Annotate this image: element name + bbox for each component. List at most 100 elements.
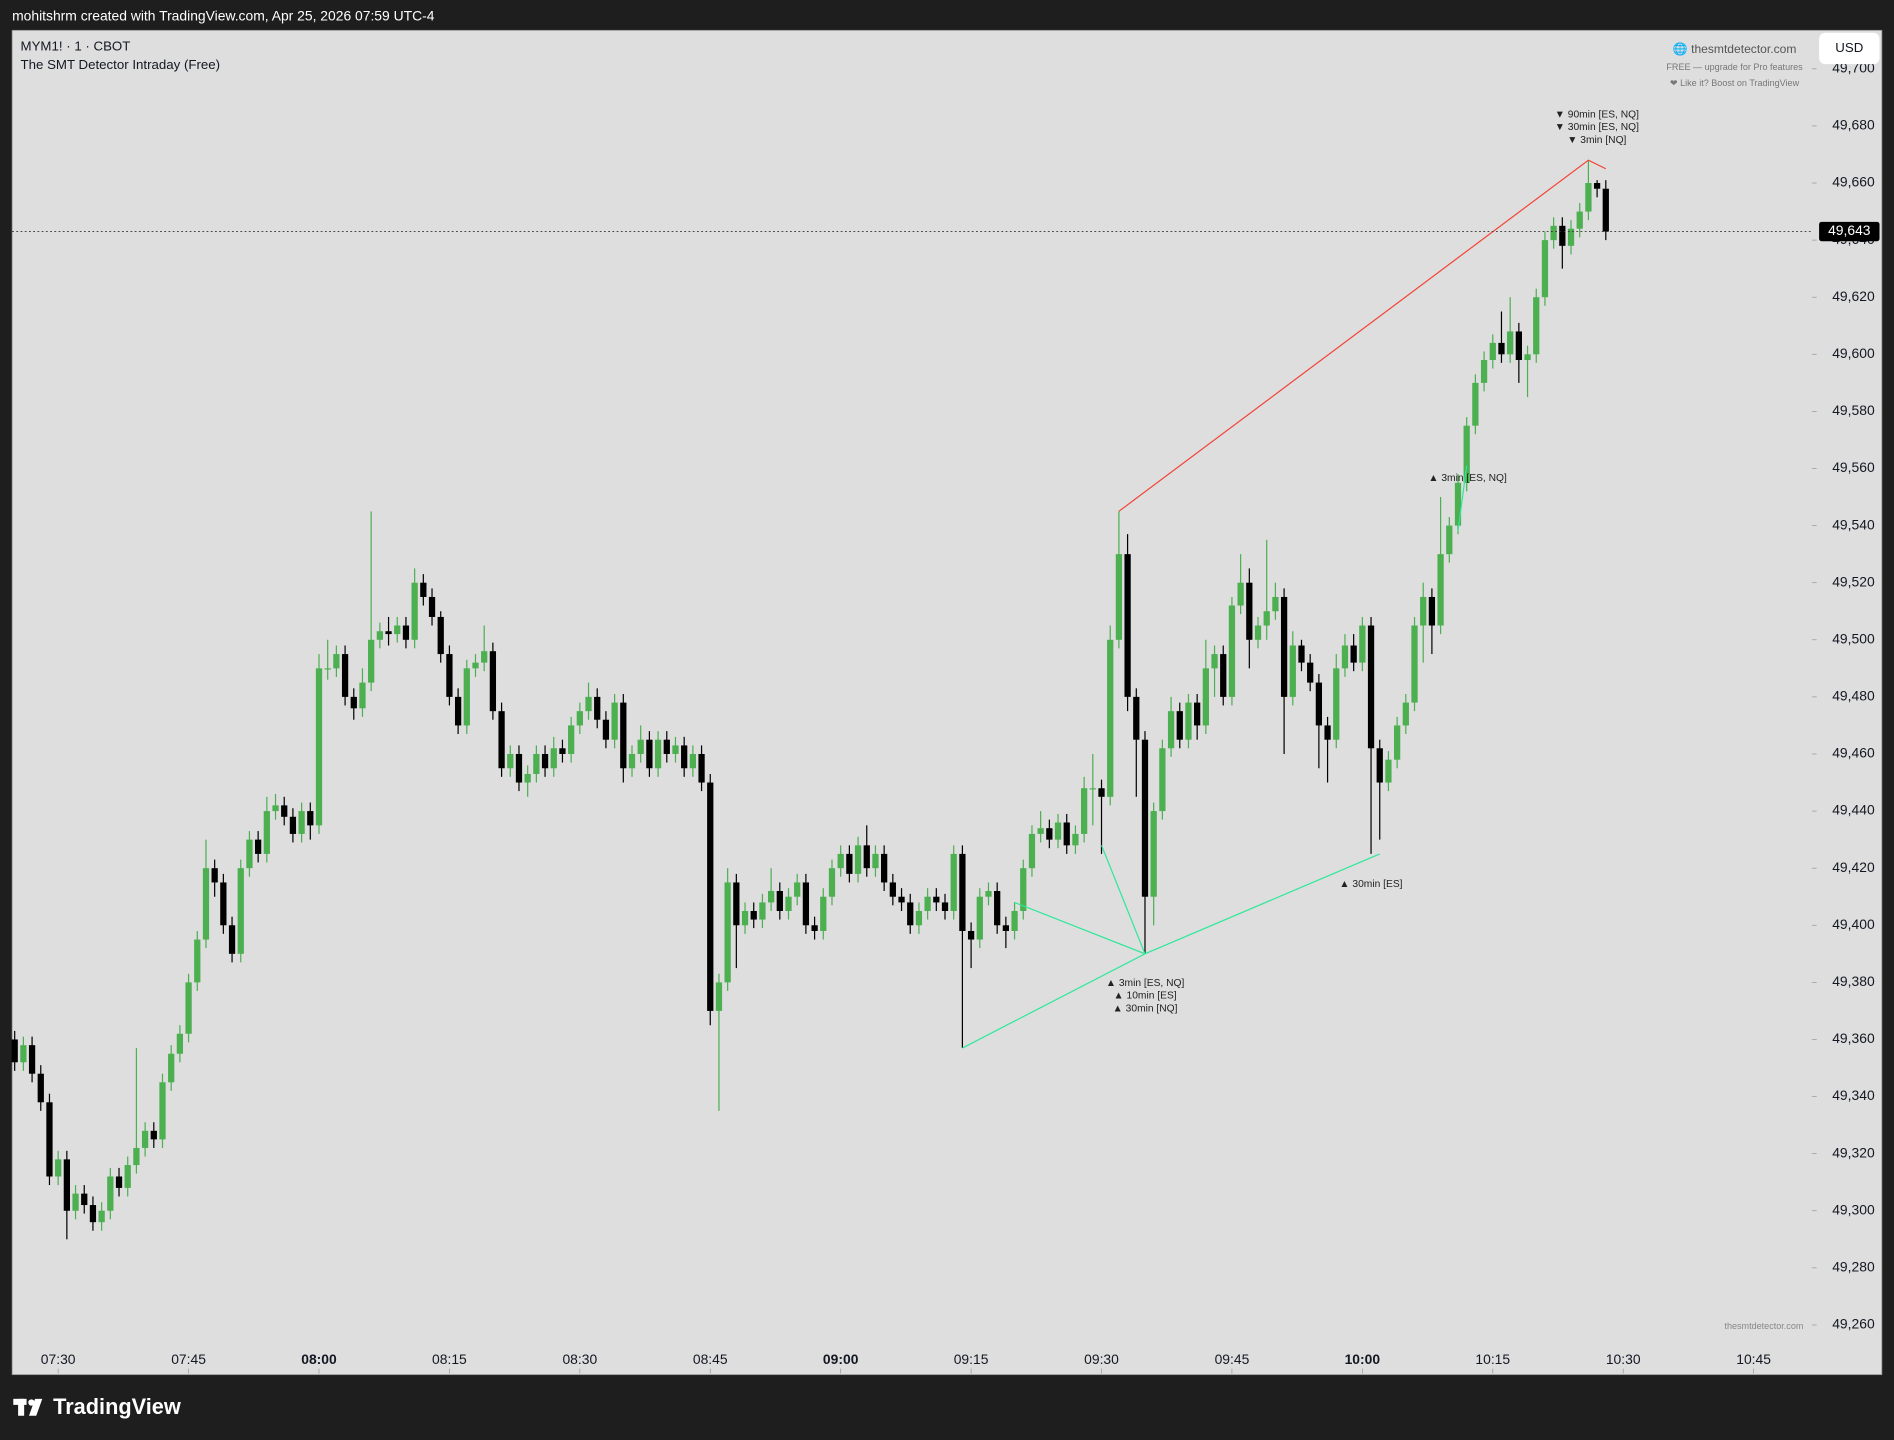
y-tick-label: 49,280 [1832, 1259, 1875, 1275]
candle-body [1446, 525, 1453, 555]
candle-body [1507, 331, 1514, 355]
smt-label: ▲ 3min [ES, NQ] [1428, 473, 1507, 484]
logo-shape [18, 1398, 25, 1416]
candle-body [828, 868, 836, 897]
candle-body [1037, 828, 1044, 834]
x-tick-label: 08:15 [432, 1351, 467, 1367]
candle-body [263, 811, 270, 854]
y-tick-label: 49,400 [1832, 916, 1875, 932]
candle-body [20, 1045, 27, 1063]
candle-body [1228, 605, 1236, 697]
candle-body [1602, 188, 1609, 232]
candle-body [1498, 342, 1505, 355]
candle-body [854, 845, 862, 874]
candle-body [776, 891, 783, 911]
candle-body [220, 882, 227, 926]
candle-body [628, 753, 636, 769]
currency[interactable]: USD [1835, 40, 1863, 55]
candle-body [63, 1159, 70, 1211]
candle-body [724, 882, 731, 983]
candle-body [959, 853, 966, 931]
x-tick-label: 09:45 [1215, 1351, 1250, 1367]
candle-body [524, 773, 531, 783]
candle-body [750, 910, 757, 920]
candle-body [141, 1130, 149, 1148]
candle-body [1028, 833, 1036, 869]
candle-body [950, 853, 957, 911]
watermark-site: 🌐 thesmtdetector.com [1673, 42, 1797, 56]
candle-body [681, 745, 688, 769]
candle-body [646, 739, 653, 769]
y-tick-label: 49,320 [1832, 1144, 1875, 1160]
candle-body [1298, 645, 1305, 663]
candle-body [472, 662, 479, 669]
candle-body [733, 882, 740, 926]
smt-label: ▲ 10min [ES] [1114, 991, 1177, 1002]
candle-body [1280, 596, 1288, 697]
candle-body [933, 896, 940, 903]
candle-body [428, 596, 436, 617]
candle-body [568, 725, 575, 754]
candle-body [1533, 297, 1540, 355]
smt-line [1014, 901, 1146, 955]
candle-body [168, 1053, 175, 1083]
caption: mohitshrm created with TradingView.com, … [12, 8, 435, 24]
currency-button[interactable] [1819, 32, 1880, 65]
x-tick-label: 09:15 [954, 1351, 989, 1367]
candle-body [446, 654, 453, 697]
candle-body [620, 702, 627, 769]
candle-body [1107, 639, 1114, 797]
candle-body [237, 868, 244, 954]
candle-body [1463, 425, 1470, 483]
smt-label: ▼ 3min [NQ] [1567, 135, 1626, 146]
y-tick-label: 49,520 [1832, 573, 1875, 589]
candle-body [550, 748, 557, 769]
candle-body [1133, 696, 1140, 740]
candle-body [28, 1045, 36, 1074]
candle-body [350, 696, 357, 709]
candle-body [741, 910, 749, 926]
indicator-name: The SMT Detector Intraday (Free) [21, 57, 221, 72]
candle-body [246, 839, 253, 869]
y-tick-label: 49,340 [1832, 1087, 1875, 1103]
candle-body [107, 1176, 114, 1211]
y-tick-label: 49,360 [1832, 1030, 1875, 1046]
candle-body [1194, 702, 1201, 726]
candle-body [1359, 625, 1366, 663]
candle-body [994, 891, 1001, 926]
symbol: MYM1! · 1 · CBOT [21, 39, 131, 54]
logo-shape [28, 1398, 43, 1416]
candle-body [176, 1033, 184, 1054]
smt-label: ▲ 30min [NQ] [1113, 1003, 1178, 1014]
candle-body [1202, 668, 1209, 726]
candle-body [637, 739, 644, 754]
candle-body [1385, 759, 1392, 783]
candle-body [37, 1073, 44, 1103]
candle-body [507, 753, 514, 769]
candle-body [1167, 711, 1175, 749]
candle-body [863, 845, 870, 869]
candle-body [1011, 910, 1018, 931]
candle-body [1141, 739, 1149, 897]
candle-body [811, 925, 818, 931]
candle-body [255, 839, 262, 854]
candle-body [272, 805, 279, 812]
candle-body [1176, 711, 1183, 740]
x-tick-label: 08:00 [301, 1351, 337, 1367]
candle-body [533, 753, 540, 774]
candle-body [1002, 925, 1010, 931]
candle-body [1333, 668, 1340, 740]
candle-body [1524, 354, 1531, 361]
candle-body [81, 1193, 88, 1206]
candle-body [1515, 331, 1522, 361]
candle-body [802, 882, 810, 926]
candle-body [1454, 482, 1462, 526]
chart-pane [11, 29, 1883, 1376]
candle-body [1402, 702, 1409, 726]
smt-label: ▼ 30min [ES, NQ] [1555, 122, 1639, 133]
candle-body [1237, 582, 1244, 606]
candle-body [1567, 228, 1575, 246]
brand: TradingView [53, 1394, 181, 1419]
candle-body [1541, 240, 1549, 298]
candle-body [194, 939, 201, 983]
